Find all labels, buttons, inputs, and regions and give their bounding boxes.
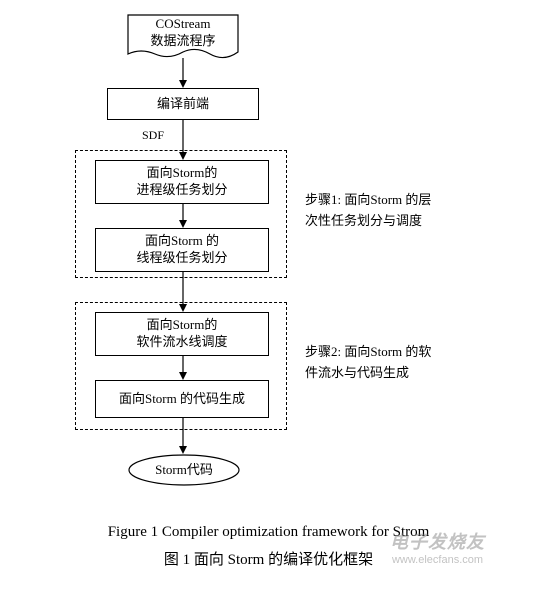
codegen-text: 面向Storm 的代码生成	[119, 391, 245, 408]
step1-label: 步骤1: 面向Storm 的层 次性任务划分与调度	[305, 190, 431, 232]
step2-label: 步骤2: 面向Storm 的软 件流水与代码生成	[305, 342, 431, 384]
costream-line2: 数据流程序	[150, 33, 215, 50]
arrow-1	[178, 58, 188, 88]
codegen-node: 面向Storm 的代码生成	[95, 380, 269, 418]
watermark-top: 电子发烧友	[390, 528, 485, 554]
step1-line2: 次性任务划分与调度	[305, 211, 431, 232]
arrow-6	[178, 418, 188, 454]
costream-line1: COStream	[150, 16, 215, 33]
stormcode-text: Storm代码	[155, 462, 213, 479]
stormcode-node: Storm代码	[128, 454, 240, 486]
step2-line1: 步骤2: 面向Storm 的软	[305, 342, 431, 363]
flowchart-canvas: COStream 数据流程序 编译前端 SDF 面向Storm的 进程级任务划分…	[0, 0, 537, 590]
watermark: 电子发烧友 www.elecfans.com	[390, 528, 485, 566]
thread-line1: 面向Storm 的	[136, 233, 227, 250]
sdf-label: SDF	[142, 128, 182, 144]
proc-line2: 进程级任务划分	[136, 182, 227, 199]
frontend-node: 编译前端	[107, 88, 259, 120]
pipeline-node: 面向Storm的 软件流水线调度	[95, 312, 269, 356]
step1-line1: 步骤1: 面向Storm 的层	[305, 190, 431, 211]
pipeline-line1: 面向Storm的	[136, 317, 227, 334]
frontend-text: 编译前端	[157, 96, 209, 113]
costream-node: COStream 数据流程序	[127, 14, 239, 52]
proc-line1: 面向Storm的	[136, 165, 227, 182]
watermark-bottom: www.elecfans.com	[390, 554, 485, 566]
arrow-5	[178, 356, 188, 380]
pipeline-line2: 软件流水线调度	[136, 334, 227, 351]
thread-partition-node: 面向Storm 的 线程级任务划分	[95, 228, 269, 272]
proc-partition-node: 面向Storm的 进程级任务划分	[95, 160, 269, 204]
arrow-3	[178, 204, 188, 228]
thread-line2: 线程级任务划分	[136, 250, 227, 267]
step2-line2: 件流水与代码生成	[305, 363, 431, 384]
